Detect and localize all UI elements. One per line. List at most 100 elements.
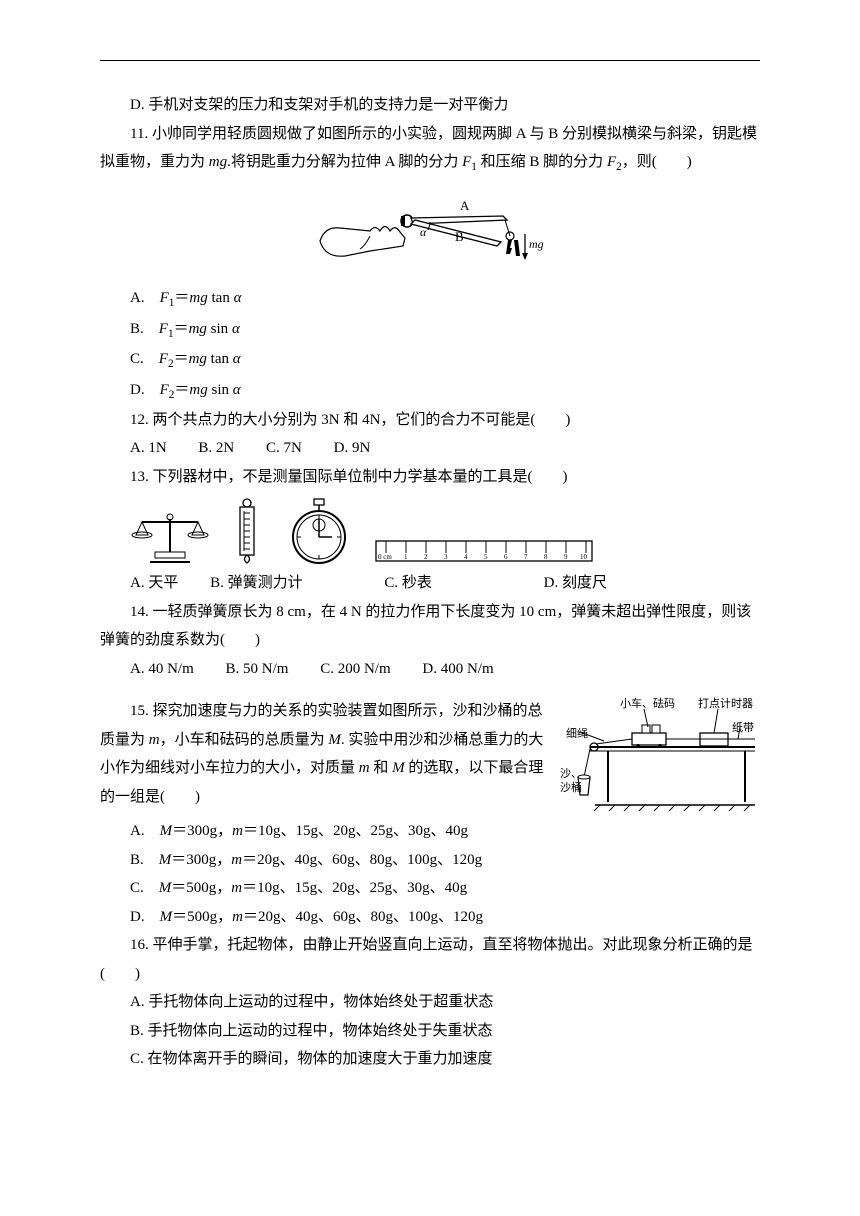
q11-text2: .将钥匙重力分解为拉伸 A 脚的分力 xyxy=(227,154,462,170)
svg-text:沙、: 沙、 xyxy=(560,767,582,780)
opt-prefix: D. xyxy=(130,382,160,398)
opt-m: m xyxy=(231,852,242,868)
svg-text:细绳: 细绳 xyxy=(566,726,588,740)
opt-rhs: mg xyxy=(189,382,207,398)
svg-text:2: 2 xyxy=(424,553,428,561)
opt-trig: tan xyxy=(207,351,233,367)
opt-m: m xyxy=(232,823,243,839)
q11-f1: F xyxy=(462,154,471,170)
opt-eq: ＝ xyxy=(174,351,189,367)
q13-stem: 13. 下列器材中，不是测量国际单位制中力学基本量的工具是( ) xyxy=(100,463,760,492)
q15-M2: M xyxy=(392,760,405,776)
opt-eq: ＝ xyxy=(174,382,189,398)
svg-text:打点计时器: 打点计时器 xyxy=(698,697,753,710)
svg-text:3: 3 xyxy=(444,553,448,561)
svg-text:8: 8 xyxy=(544,553,548,561)
opt-rhs: mg xyxy=(189,321,207,337)
opt-eq: ＝ xyxy=(174,290,189,306)
q13-options: A. 天平 B. 弹簧测力计 C. 秒表 D. 刻度尺 xyxy=(100,569,760,598)
q14-c: C. 200 N/m xyxy=(320,661,390,677)
q13-d: D. 刻度尺 xyxy=(544,575,607,591)
q14-b: B. 50 N/m xyxy=(226,661,289,677)
q11-text4: ，则( ) xyxy=(622,154,692,170)
opt-trig: tan xyxy=(208,290,234,306)
opt-m: m xyxy=(231,880,242,896)
q14-d: D. 400 N/m xyxy=(422,661,493,677)
opt-prefix: B. xyxy=(130,321,159,337)
stopwatch-icon xyxy=(284,497,354,567)
opt-Mval: ＝300g， xyxy=(172,823,232,839)
q16-opt-c: C. 在物体离开手的瞬间，物体的加速度大于重力加速度 xyxy=(100,1045,760,1074)
q12-d: D. 9N xyxy=(334,440,371,456)
opt-ang: α xyxy=(233,382,241,398)
q14-options: A. 40 N/m B. 50 N/m C. 200 N/m D. 400 N/… xyxy=(100,655,760,684)
svg-text:小车、砝码: 小车、砝码 xyxy=(620,697,675,710)
q16-stem: 16. 平伸手掌，托起物体，由静止开始竖直向上运动，直至将物体抛出。对此现象分析… xyxy=(100,931,760,988)
q15-m2: m xyxy=(359,760,370,776)
svg-text:纸带: 纸带 xyxy=(732,721,754,734)
ruler-icon: 0 cm12345678910 xyxy=(374,535,594,567)
q13-figures: 0 cm12345678910 xyxy=(130,497,760,567)
q11-opt-b: B. F1＝mg sin α xyxy=(100,315,760,345)
opt-Mval: ＝500g， xyxy=(171,880,231,896)
q13-c: C. 秒表 xyxy=(384,575,432,591)
q14-stem: 14. 一轻质弹簧原长为 8 cm，在 4 N 的拉力作用下长度变为 10 cm… xyxy=(100,598,760,655)
opt-trig: sin xyxy=(207,321,232,337)
q15-opt-a: A. M＝300g，m＝10g、15g、20g、25g、30g、40g xyxy=(100,817,760,846)
q10-option-d: D. 手机对支架的压力和支架对手机的支持力是一对平衡力 xyxy=(100,91,760,120)
q11-text3: 和压缩 B 脚的分力 xyxy=(477,154,607,170)
opt-rhs: mg xyxy=(189,351,207,367)
fig-label-a: A xyxy=(460,198,470,213)
opt-ang: α xyxy=(234,290,242,306)
q14-a: A. 40 N/m xyxy=(130,661,194,677)
opt-ang: α xyxy=(232,321,240,337)
spring-scale-icon xyxy=(230,497,264,567)
q12-b: B. 2N xyxy=(198,440,234,456)
opt-M: M xyxy=(160,823,173,839)
q11-stem: 11. 小帅同学用轻质圆规做了如图所示的小实验，圆规两脚 A 与 B 分别模拟横… xyxy=(100,120,760,179)
fig-label-b: B xyxy=(455,229,464,244)
opt-prefix: D. xyxy=(130,909,160,925)
q13-a: A. 天平 xyxy=(130,575,178,591)
q13-b: B. 弹簧测力计 xyxy=(210,575,303,591)
svg-text:7: 7 xyxy=(524,553,528,561)
opt-rhs: mg xyxy=(189,290,207,306)
svg-text:1: 1 xyxy=(404,553,408,561)
balance-scale-icon xyxy=(130,507,210,567)
opt-prefix: C. xyxy=(130,351,159,367)
opt-mval: ＝20g、40g、60g、80g、100g、120g xyxy=(242,852,482,868)
q11-opt-d: D. F2＝mg sin α xyxy=(100,376,760,406)
q15-t2: ，小车和砝码的总质量为 xyxy=(160,732,329,748)
opt-var: F xyxy=(159,321,168,337)
opt-prefix: A. xyxy=(130,290,160,306)
fig-label-alpha: α xyxy=(420,225,427,239)
svg-text:9: 9 xyxy=(564,553,568,561)
q11-f2: F xyxy=(607,154,616,170)
opt-Mval: ＝500g， xyxy=(172,909,232,925)
q15-opt-b: B. M＝300g，m＝20g、40g、60g、80g、100g、120g xyxy=(100,846,760,875)
opt-mval: ＝10g、15g、20g、25g、30g、40g xyxy=(243,823,468,839)
svg-text:10: 10 xyxy=(580,553,588,561)
opt-ang: α xyxy=(233,351,241,367)
q11-mg: mg xyxy=(209,154,227,170)
q15-t4: 和 xyxy=(370,760,393,776)
svg-text:沙桶: 沙桶 xyxy=(560,780,582,794)
q16-opt-b: B. 手托物体向上运动的过程中，物体始终处于失重状态 xyxy=(100,1017,760,1046)
svg-text:6: 6 xyxy=(504,553,508,561)
opt-prefix: B. xyxy=(130,852,159,868)
q11-opt-a: A. F1＝mg tan α xyxy=(100,284,760,314)
opt-M: M xyxy=(160,909,173,925)
q12-c: C. 7N xyxy=(266,440,302,456)
opt-var: F xyxy=(160,290,169,306)
opt-m: m xyxy=(232,909,243,925)
q16-opt-a: A. 手托物体向上运动的过程中，物体始终处于超重状态 xyxy=(100,988,760,1017)
svg-text:5: 5 xyxy=(484,553,488,561)
q15-figure: 小车、砝码 打点计时器 细绳 纸带 xyxy=(560,697,760,817)
q15-m: m xyxy=(149,732,160,748)
opt-prefix: A. xyxy=(130,823,160,839)
q15-block: 小车、砝码 打点计时器 细绳 纸带 xyxy=(100,697,760,817)
opt-eq: ＝ xyxy=(174,321,189,337)
top-rule xyxy=(100,60,760,61)
svg-text:4: 4 xyxy=(464,553,468,561)
opt-var: F xyxy=(160,382,169,398)
